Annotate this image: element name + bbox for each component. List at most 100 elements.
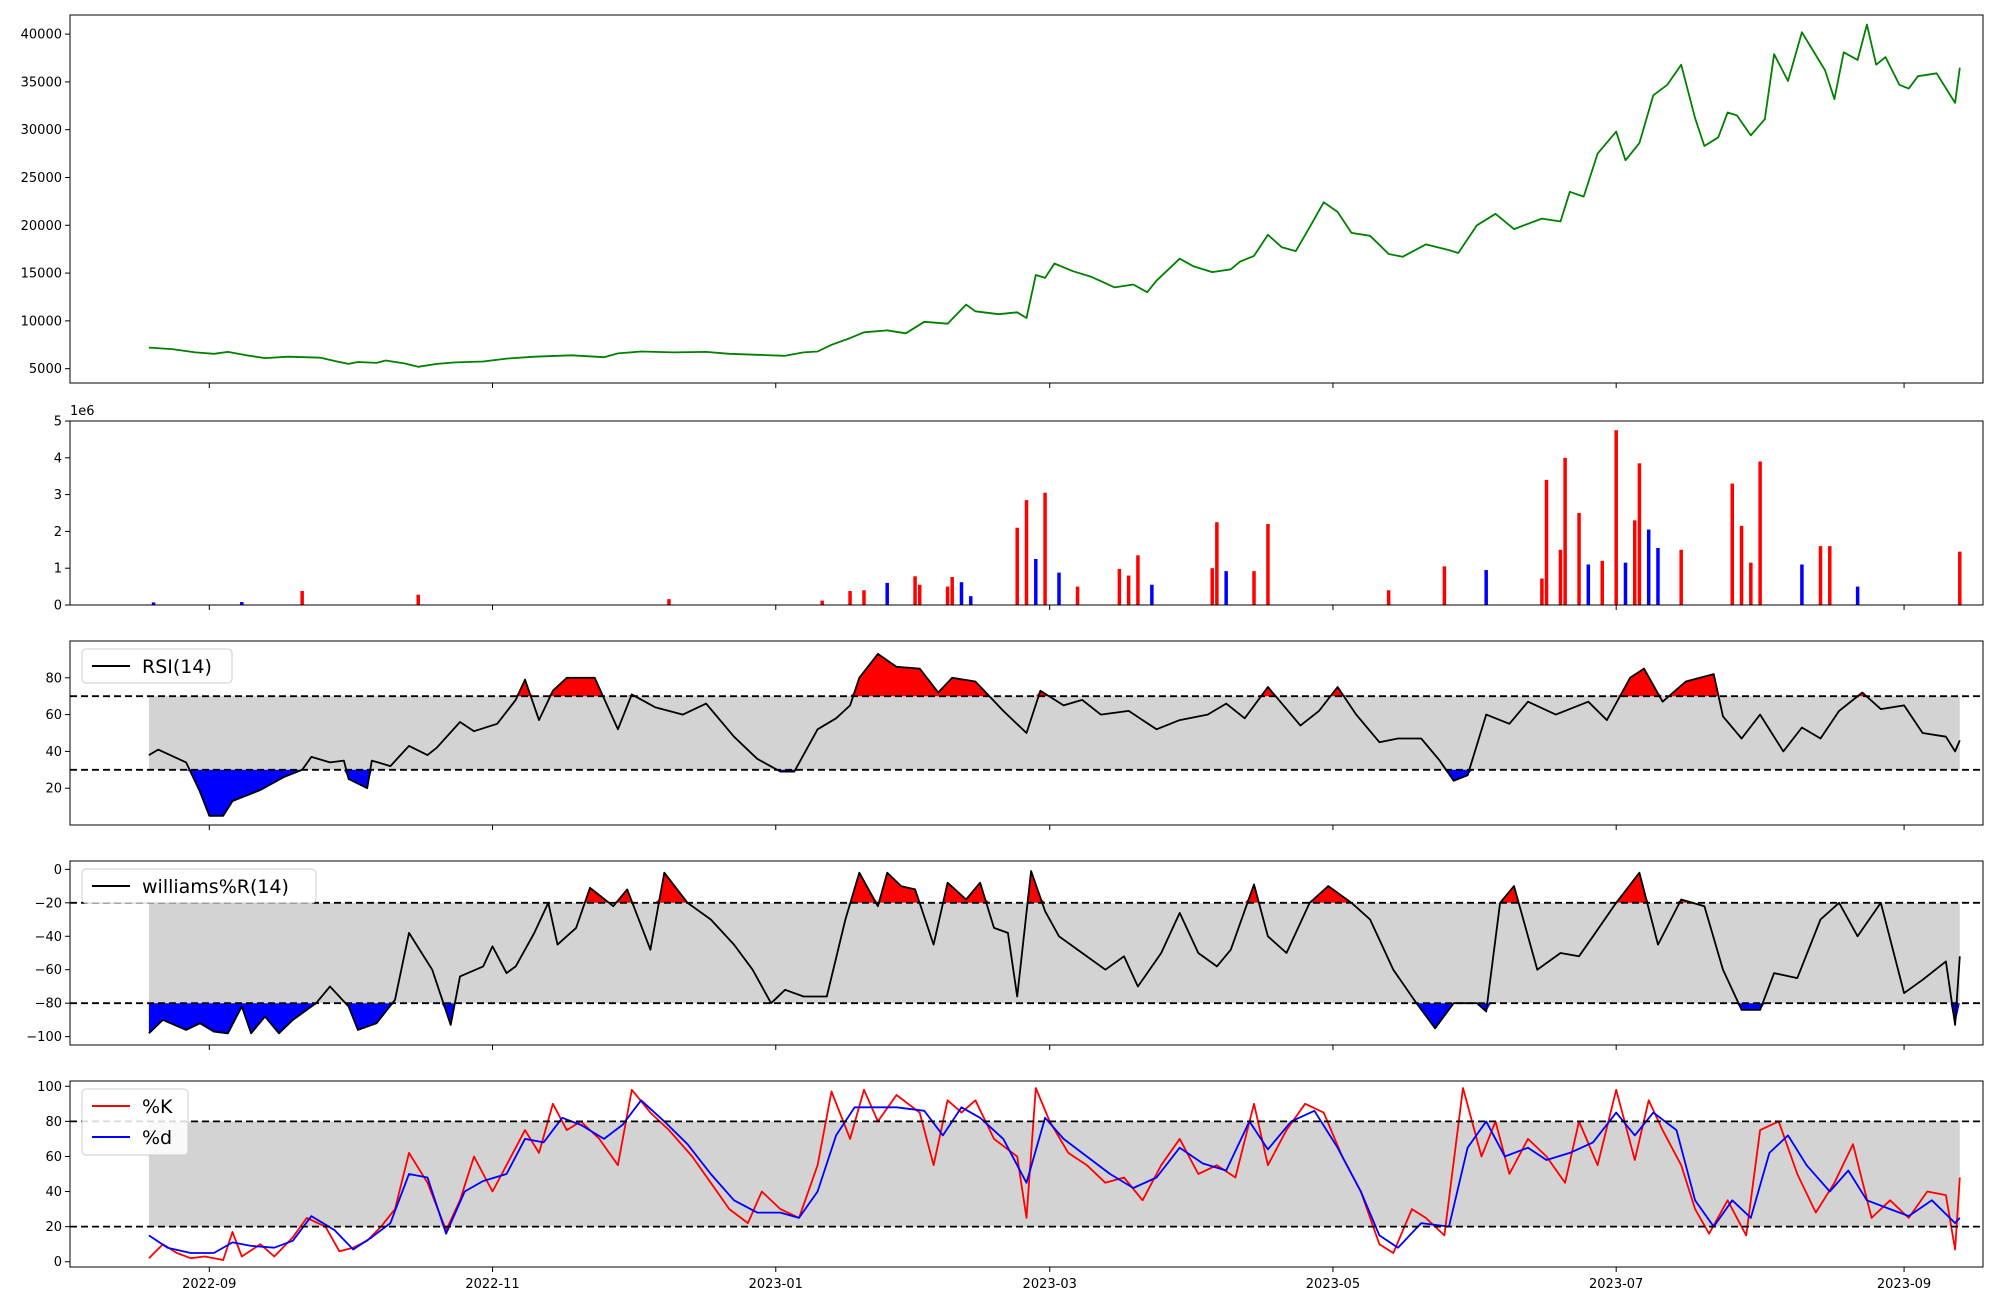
stoch-d-line [148, 1099, 1961, 1254]
volume-bar [1614, 430, 1618, 605]
volume-bar [1800, 564, 1804, 605]
x-tick-label: 2023-01 [749, 1277, 803, 1292]
williams-line [148, 870, 1961, 1035]
volume-bar [1679, 549, 1683, 605]
rsi-panel: 20 40 60 80 RSI(14) [45, 640, 1984, 830]
volume-bar [1024, 500, 1029, 605]
volume-bar [1544, 479, 1549, 605]
volume-bar [1224, 571, 1228, 605]
stoch-ytick-label: 100 [37, 1080, 62, 1095]
stoch-legend-label: %d [142, 1127, 172, 1149]
x-tick-label: 2023-03 [1023, 1277, 1077, 1292]
volume-panel: 0 1 2 3 4 5 1e6 [54, 404, 1984, 614]
volume-bar [1958, 551, 1962, 605]
volume-bar [913, 576, 917, 605]
volume-bar [1215, 522, 1219, 605]
volume-ytick-label: 1 [54, 562, 62, 577]
williams-ytick-label: −100 [26, 1030, 62, 1045]
williams-ytick-label: −20 [35, 896, 62, 911]
volume-bar [1075, 586, 1080, 605]
volume-bar [1600, 560, 1605, 605]
volume-bar [300, 591, 304, 605]
x-tick-label: 2023-09 [1877, 1277, 1931, 1292]
volume-bar [917, 584, 922, 605]
volume-bar [1442, 566, 1447, 605]
volume-bar [1656, 547, 1660, 605]
williams-legend-box [81, 868, 317, 904]
volume-offset-label: 1e6 [70, 404, 95, 419]
williams-oversold-fill [148, 1003, 1960, 1034]
volume-bar [416, 594, 420, 605]
volume-ytick-label: 2 [54, 525, 62, 540]
volume-bar [1386, 590, 1391, 605]
williams-ytick-label: 0 [54, 863, 62, 878]
price-ytick-label: 25000 [21, 171, 62, 186]
volume-bar [1136, 555, 1140, 605]
volume-bar [1034, 559, 1038, 605]
volume-bar [151, 602, 156, 605]
williams-panel: 0 −20 −40 −60 −80 −100 williams%R(14) [26, 860, 1984, 1050]
price-frame [69, 14, 1984, 384]
rsi-legend-label: RSI(14) [142, 656, 212, 678]
volume-bar [862, 590, 866, 605]
volume-bar [1730, 483, 1735, 605]
price-line [148, 23, 1961, 368]
x-tick-label: 2022-11 [465, 1277, 519, 1292]
williams-ytick-label: −80 [35, 997, 62, 1012]
volume-bar [1540, 578, 1544, 605]
volume-bar [1484, 570, 1488, 605]
price-ytick-label: 5000 [29, 362, 62, 377]
volume-ytick-label: 0 [54, 599, 62, 614]
volume-bar [959, 582, 964, 605]
volume-frame [69, 420, 1984, 606]
volume-bar [667, 599, 671, 605]
volume-bar [1749, 562, 1753, 605]
rsi-band-fill [148, 696, 1960, 770]
volume-bar [885, 582, 889, 605]
volume-bar [1633, 520, 1637, 605]
price-ytick-label: 35000 [21, 75, 62, 90]
williams-frame [69, 860, 1984, 1046]
volume-bar [1623, 562, 1628, 605]
x-tick-label: 2022-09 [182, 1277, 236, 1292]
volume-ytick-label: 4 [54, 451, 62, 466]
price-ytick-label: 20000 [21, 219, 62, 234]
stoch-legend-label: %K [142, 1096, 173, 1118]
price-ytick-label: 10000 [21, 314, 62, 329]
volume-bar [1818, 546, 1823, 605]
volume-bar [1210, 568, 1214, 605]
rsi-legend-box [81, 648, 233, 684]
volume-bar [848, 591, 852, 605]
stoch-k-line [148, 1087, 1961, 1261]
x-tick-label: 2023-05 [1306, 1277, 1360, 1292]
volume-bar [1586, 564, 1591, 605]
williams-band-fill [148, 902, 1960, 1004]
price-ytick-label: 15000 [21, 267, 62, 282]
stoch-ytick-label: 20 [45, 1220, 62, 1235]
stoch-ytick-label: 0 [54, 1255, 62, 1270]
volume-bar [1739, 525, 1744, 605]
volume-bar [1646, 529, 1651, 605]
volume-bar [1855, 586, 1860, 605]
volume-ytick-label: 3 [54, 488, 62, 503]
volume-bar [1637, 463, 1642, 605]
volume-bar [1758, 461, 1762, 605]
volume-ytick-label: 5 [54, 415, 62, 430]
volume-bar [950, 577, 954, 605]
volume-bar [1015, 527, 1019, 605]
volume-bar [1252, 571, 1256, 605]
rsi-frame [69, 640, 1984, 826]
price-panel: 5000 10000 15000 20000 25000 30000 35000 40000 [21, 14, 1984, 388]
williams-ytick-label: −60 [35, 963, 62, 978]
volume-bar [1043, 492, 1047, 605]
stoch-ytick-label: 60 [45, 1150, 62, 1165]
volume-bar [969, 596, 973, 605]
volume-bar [945, 586, 950, 605]
volume-bar [1057, 572, 1061, 605]
rsi-ytick-label: 20 [45, 782, 62, 797]
volume-bar [1117, 568, 1122, 605]
volume-bar [1558, 549, 1563, 605]
volume-bar [1828, 546, 1832, 605]
stochastic-panel: 0 20 40 60 80 100 2022-09 2022-11 2023-01 2023-03… [37, 1080, 1984, 1292]
